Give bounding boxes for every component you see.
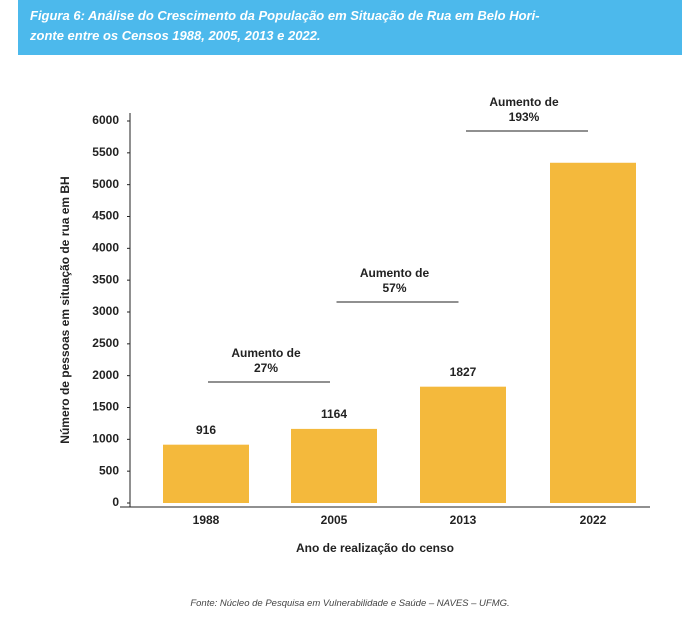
y-tick-label: 2000 [92,368,119,382]
y-axis-label: Número de pessoas em situação de rua em … [58,176,72,443]
y-tick-label: 500 [99,463,119,477]
y-tick-label: 1000 [92,432,119,446]
bar [550,162,636,504]
y-tick-label: 3000 [92,304,119,318]
x-tick-label: 2013 [450,513,477,527]
y-tick-label: 5000 [92,177,119,191]
y-tick-label: 4500 [92,209,119,223]
x-tick-label: 2005 [321,513,348,527]
bar [420,386,506,503]
annotation-text: Aumento de [231,346,301,360]
y-tick-label: 3500 [92,272,119,286]
annotation-text: Aumento de [360,266,430,280]
title-line: zonte entre os Censos 1988, 2005, 2013 e… [30,28,321,43]
value-label: 916 [196,423,216,437]
bar [163,444,249,503]
annotation-text: 27% [254,361,278,375]
value-label: 1827 [450,365,477,379]
y-tick-label: 2500 [92,336,119,350]
y-tick-label: 5500 [92,145,119,159]
title-banner: Figura 6: Análise do Crescimento da Popu… [18,0,682,55]
y-tick-label: 0 [112,495,119,509]
value-label: 1164 [321,407,347,421]
y-tick-label: 6000 [92,113,119,127]
x-axis-label: Ano de realização do censo [296,541,454,555]
annotation-text: Aumento de [489,95,559,109]
title-line: Figura 6: Análise do Crescimento da Popu… [30,8,540,23]
source-note: Fonte: Núcleo de Pesquisa em Vulnerabili… [190,598,510,609]
annotation-text: 193% [509,110,540,124]
bar [291,428,377,503]
x-tick-label: 2022 [580,513,607,527]
y-tick-label: 1500 [92,400,119,414]
annotation-text: 57% [382,281,406,295]
x-tick-label: 1988 [193,513,220,527]
y-tick-label: 4000 [92,241,119,255]
